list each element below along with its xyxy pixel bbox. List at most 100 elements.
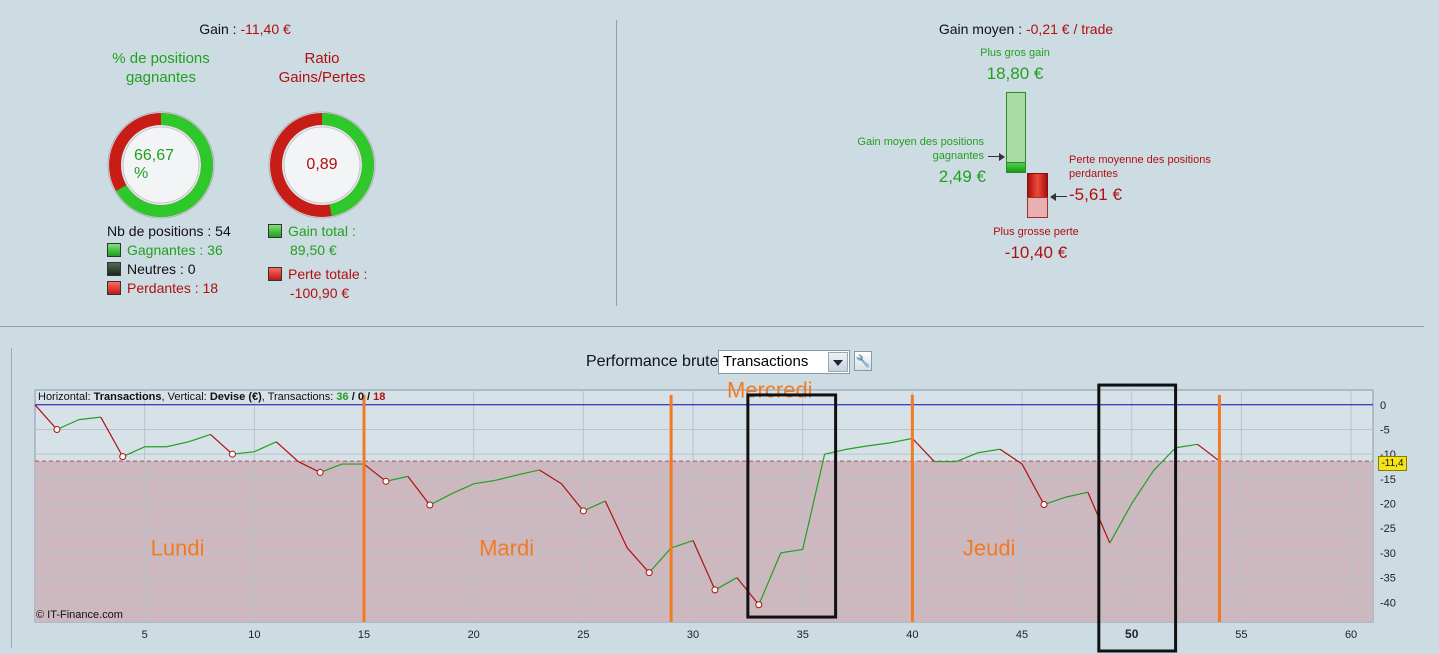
- x-tick-label: 45: [1016, 629, 1028, 641]
- pct-ring-svg: [107, 111, 215, 219]
- arrow-head-icon: [999, 153, 1005, 161]
- loss-segment: [407, 476, 431, 506]
- gain-segment: [802, 454, 826, 550]
- loss-marker: [53, 425, 61, 433]
- loss-zone-shade: [35, 461, 1373, 622]
- chart-info-line: Horizontal: Transactions, Vertical: Devi…: [38, 391, 385, 403]
- gain-segment: [758, 552, 782, 605]
- avg-header: Gain moyen : -0,21 € / trade: [880, 21, 1172, 37]
- arrow-head-icon: [1050, 193, 1056, 201]
- info-v-value: Devise (€): [209, 391, 262, 403]
- dropdown-arrow-icon[interactable]: [828, 352, 848, 372]
- highlight-box: [1097, 383, 1178, 653]
- loss-segment: [539, 469, 562, 485]
- gain-segment: [1175, 443, 1198, 449]
- loss-marker: [382, 477, 390, 485]
- y-tick-label: -30: [1380, 548, 1396, 560]
- gain-segment: [583, 500, 606, 512]
- gain-segment: [714, 577, 738, 591]
- gain-segment: [1131, 470, 1155, 504]
- pct-winning-ring: 66,67 %: [107, 111, 215, 219]
- gain-segment: [78, 416, 101, 421]
- max-gain-label: Plus gros gain: [980, 47, 1050, 59]
- loss-segment: [911, 437, 935, 462]
- gain-segment: [517, 469, 540, 476]
- loss-segment: [692, 540, 716, 591]
- gain-segment: [473, 479, 496, 485]
- highlight-box: [746, 393, 838, 619]
- gagnantes-text: Gagnantes : 36: [127, 242, 223, 258]
- gain-label: Gain :: [199, 21, 237, 37]
- left-border: [11, 348, 12, 648]
- current-value-tag: -11,4: [1378, 456, 1407, 471]
- info-sep: /: [363, 391, 374, 403]
- loss-segment: [626, 547, 650, 574]
- avg-loss-value: -5,61 €: [1069, 185, 1122, 204]
- loss-segment: [604, 500, 628, 549]
- avg-gain-bar: [1006, 162, 1026, 173]
- day-label: Mercredi: [727, 377, 813, 402]
- day-label: Lundi: [151, 535, 205, 560]
- info-h-label: Horizontal:: [38, 391, 91, 403]
- loss-segment: [560, 483, 584, 512]
- avg-label: Gain moyen :: [938, 21, 1023, 37]
- y-tick-label: -20: [1380, 499, 1396, 511]
- gain-segment: [429, 493, 453, 506]
- section-divider: [0, 326, 1424, 327]
- gain-segment: [780, 548, 803, 554]
- perdantes-text: Perdantes : 18: [127, 280, 219, 296]
- avg-gain-value: 2,49 €: [938, 167, 986, 186]
- loss-marker: [645, 569, 653, 577]
- gain-value: -11,40 €: [240, 21, 291, 37]
- chart-mode-value: Transactions: [723, 353, 809, 370]
- info-losses: 18: [373, 391, 386, 403]
- legend-perdantes: Perdantes : 18: [107, 280, 218, 296]
- gain-segment: [232, 451, 255, 455]
- y-tick-label: -5: [1380, 424, 1390, 436]
- gain-total-text: Gain total :: [288, 223, 356, 239]
- info-wins: 36: [336, 391, 349, 403]
- loss-segment: [363, 463, 387, 482]
- gain-segment: [319, 463, 343, 473]
- gain-segment: [451, 483, 474, 495]
- x-tick-label: 40: [906, 629, 918, 641]
- positions-count: Nb de positions : 54: [107, 223, 231, 239]
- x-tick-label: 30: [687, 629, 699, 641]
- loss-segment: [1021, 463, 1045, 505]
- green-square-icon: [268, 224, 282, 238]
- gain-segment: [648, 547, 672, 574]
- loss-segment: [275, 441, 299, 463]
- gain-segment: [670, 539, 694, 549]
- gain-segment: [1153, 447, 1177, 471]
- perte-totale-label: Perte totale :: [268, 266, 367, 282]
- gain-segment: [122, 446, 145, 458]
- gain-total-label: Gain total :: [268, 223, 356, 239]
- loss-segment: [1197, 443, 1220, 462]
- dark-square-icon: [107, 262, 121, 276]
- loss-marker: [579, 507, 587, 515]
- x-tick-label: 50: [1125, 627, 1139, 641]
- gain-segment: [254, 441, 277, 453]
- pct-winning-value: 66,67 %: [134, 147, 175, 182]
- loss-segment: [100, 416, 124, 457]
- gain-segment: [188, 433, 211, 443]
- loss-marker: [316, 468, 324, 476]
- max-loss-bar: [1027, 197, 1048, 218]
- day-label: Mardi: [479, 535, 534, 560]
- gain-header: Gain : -11,40 €: [0, 21, 490, 37]
- chart-mode-select[interactable]: Transactions: [718, 350, 850, 374]
- gain-segment: [1109, 503, 1133, 544]
- info-h-value: Transactions: [93, 391, 162, 403]
- wrench-icon[interactable]: 🔧: [854, 351, 872, 371]
- loss-marker: [711, 586, 719, 594]
- y-tick-label: -15: [1380, 474, 1396, 486]
- loss-marker: [119, 453, 127, 461]
- x-tick-label: 15: [358, 629, 370, 641]
- gain-segment: [868, 442, 891, 447]
- copyright: © IT-Finance.com: [36, 609, 123, 621]
- gain-segment: [1065, 491, 1088, 498]
- pct-ring-inner: [122, 126, 200, 204]
- red-square-icon: [268, 267, 282, 281]
- x-tick-label: 60: [1345, 629, 1357, 641]
